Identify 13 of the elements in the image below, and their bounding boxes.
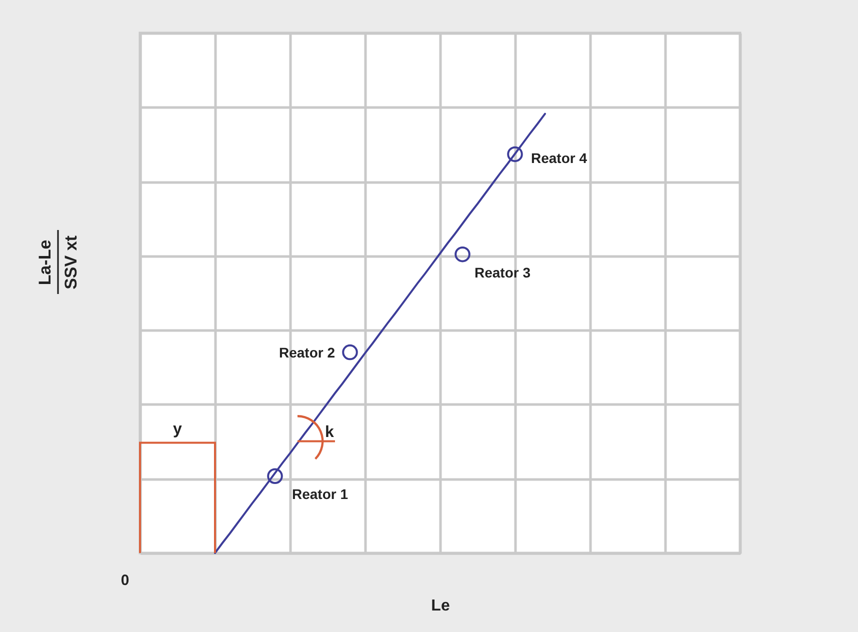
series-label: Reator 1: [292, 486, 348, 502]
point: [454, 246, 470, 262]
text: 0: [120, 572, 130, 589]
point: [507, 146, 523, 162]
series-label: Reator 4: [531, 150, 588, 166]
point: [267, 468, 283, 484]
annotation: y: [173, 420, 182, 438]
x-axis-title: Le: [431, 598, 450, 614]
annotation: k: [325, 424, 334, 442]
series-label: Reator 3: [474, 264, 531, 280]
series-label: Reator 2: [278, 344, 336, 360]
y-axis-title: La-Le SSV xt: [36, 235, 80, 290]
point: [342, 344, 358, 360]
